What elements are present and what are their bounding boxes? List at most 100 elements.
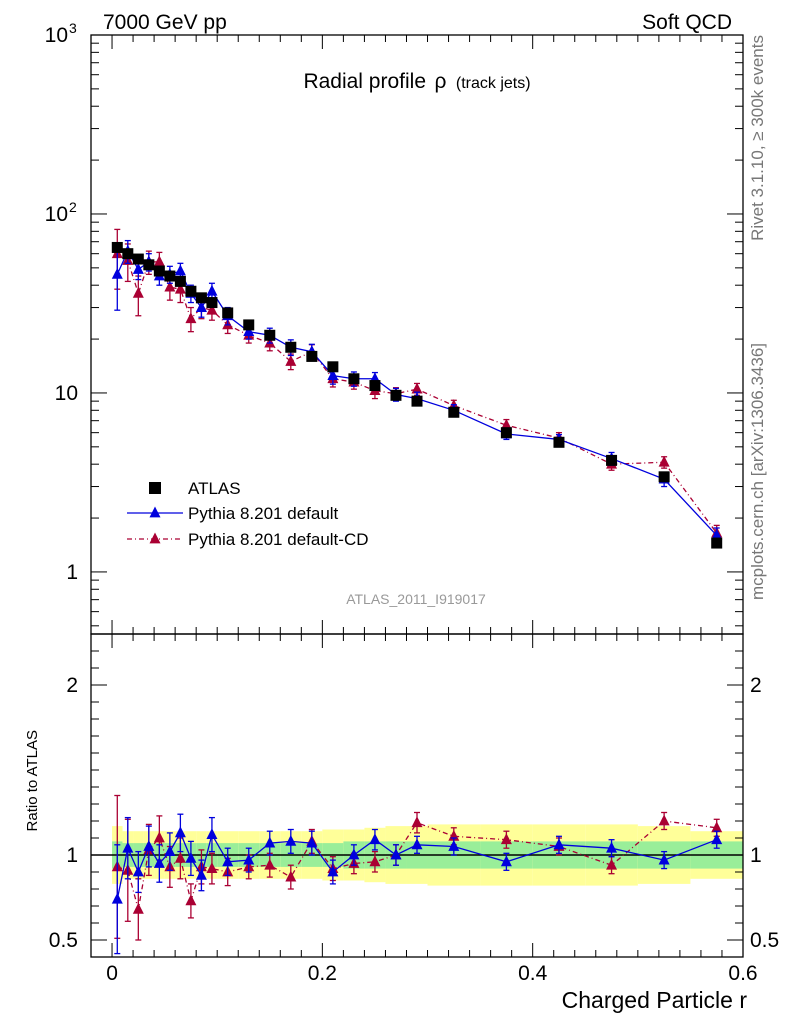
ratio-cd-marker xyxy=(658,814,670,826)
atlas-marker xyxy=(164,270,176,282)
cd-marker xyxy=(658,455,670,467)
chart-title-symbol: ρ xyxy=(434,70,446,93)
default-marker xyxy=(711,528,723,540)
ratio-default-marker xyxy=(174,826,186,838)
atlas-marker xyxy=(711,537,723,549)
y-tick-exponent: 2 xyxy=(69,199,77,215)
atlas-marker xyxy=(658,471,670,483)
ratio-default-marker xyxy=(111,892,123,904)
ratio-default-marker xyxy=(658,853,670,865)
ratio-default-marker xyxy=(153,857,165,868)
ratio-default-marker xyxy=(390,848,402,860)
atlas-marker xyxy=(111,241,123,253)
atlas-marker xyxy=(264,329,276,341)
ratio-cd-line xyxy=(117,820,717,910)
ratio-cd-marker xyxy=(132,902,144,914)
ratio-default-marker xyxy=(143,840,155,851)
side-label-bottom: mcplots.cern.ch [arXiv:1306.3436] xyxy=(748,343,767,600)
cd-marker xyxy=(206,303,218,315)
cd-marker xyxy=(174,282,186,294)
ratio-default-marker xyxy=(327,865,339,877)
cd-marker xyxy=(153,255,165,267)
default-marker xyxy=(243,325,255,337)
ratio-default-marker xyxy=(206,828,218,839)
atlas-marker xyxy=(285,341,297,353)
atlas-marker xyxy=(174,275,186,287)
ratio-default-marker xyxy=(369,833,381,845)
atlas-marker xyxy=(411,395,423,407)
chart-title-main: Radial profile xyxy=(303,70,426,93)
ratio-default-marker xyxy=(185,851,197,863)
atlas-marker xyxy=(132,253,144,265)
default-marker xyxy=(195,301,207,312)
atlas-marker xyxy=(448,406,460,418)
y-tick-label: 10 xyxy=(55,382,78,405)
cd-marker xyxy=(285,354,297,366)
analysis-id: ATLAS_2011_I919017 xyxy=(346,591,486,607)
cd-marker xyxy=(132,286,144,298)
atlas-marker xyxy=(153,265,165,277)
ratio-default-marker xyxy=(500,855,512,867)
ratio-cd-marker xyxy=(500,833,512,845)
atlas-marker xyxy=(348,373,360,385)
ratio-cd-marker xyxy=(264,858,276,870)
ratio-default-marker xyxy=(243,853,255,865)
default-marker xyxy=(132,262,144,274)
ratio-default-marker xyxy=(348,848,360,860)
x-tick-label: 0 xyxy=(106,962,118,985)
legend: ATLAS Pythia 8.201 default Pythia 8.201 de… xyxy=(127,479,369,549)
ratio-default-marker xyxy=(164,845,176,856)
ratio-default-marker xyxy=(132,865,144,877)
legend-default-marker xyxy=(149,506,161,518)
ratio-cd-marker xyxy=(153,831,165,843)
default-marker xyxy=(327,369,339,380)
atlas-marker xyxy=(185,285,197,297)
ratio-cd-marker xyxy=(606,858,618,870)
ratio-default-marker xyxy=(553,838,565,850)
ratio-cd-marker xyxy=(369,855,381,867)
default-marker xyxy=(174,264,186,276)
cd-series-line xyxy=(116,253,718,534)
ratio-cd-marker xyxy=(185,894,197,906)
atlas-marker xyxy=(390,389,402,401)
cd-marker xyxy=(164,280,176,292)
legend-atlas-label: ATLAS xyxy=(188,479,241,498)
energy-label: 7000 GeV pp xyxy=(103,11,227,34)
cd-marker xyxy=(500,418,512,430)
ratio-default-marker xyxy=(448,840,460,851)
ratio-default-marker xyxy=(606,841,618,853)
y-tick-label: 10 xyxy=(45,203,68,226)
ratio-cd-marker xyxy=(711,821,723,833)
atlas-marker xyxy=(195,292,207,304)
atlas-marker xyxy=(222,307,234,319)
data-layer xyxy=(111,228,723,955)
atlas-marker xyxy=(206,297,218,309)
ratio-cd-marker xyxy=(174,851,186,863)
x-tick-label: 0.2 xyxy=(308,962,337,985)
ratio-y-tick-label-right: 0.5 xyxy=(750,929,779,952)
ratio-default-marker xyxy=(222,855,234,867)
x-axis-label: Charged Particle r xyxy=(562,987,748,1013)
ratio-y-tick-label: 1 xyxy=(66,844,78,867)
cd-marker xyxy=(185,312,197,324)
chart-title-sub: (track jets) xyxy=(456,75,531,92)
atlas-marker xyxy=(306,350,318,362)
atlas-marker xyxy=(243,319,255,331)
ratio-default-marker xyxy=(711,833,723,845)
ratio-y-tick-label-right: 1 xyxy=(750,844,762,867)
ratio-default-marker xyxy=(285,834,297,846)
atlas-marker xyxy=(143,259,155,271)
legend-atlas-swatch xyxy=(149,482,161,494)
ratio-cd-marker xyxy=(285,870,297,882)
x-tick-label: 0.6 xyxy=(728,962,757,985)
ratio-panel-frame xyxy=(90,633,744,958)
y-tick-exponent: 3 xyxy=(69,20,77,36)
atlas-marker xyxy=(500,427,512,439)
ratio-y-tick-label: 2 xyxy=(66,674,78,697)
process-label: Soft QCD xyxy=(642,11,732,34)
atlas-marker xyxy=(553,436,565,448)
ratio-default-marker xyxy=(411,838,423,850)
default-marker xyxy=(206,284,218,296)
